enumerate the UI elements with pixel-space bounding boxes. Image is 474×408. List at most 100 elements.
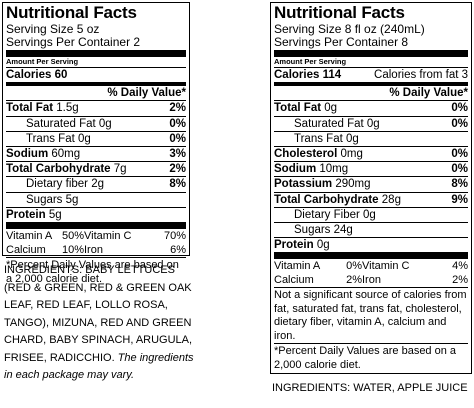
left-nutrition-label: Nutritional Facts Serving Size 5 oz Serv… <box>2 2 190 285</box>
nutrient-row: Protein 0g <box>274 237 468 252</box>
left-serving-size: Serving Size 5 oz <box>6 22 100 36</box>
nutrient-row: Total Fat 1.5g 2% <box>6 100 186 115</box>
nutrient-name-amount: Total Carbohydrate 7g <box>6 162 127 176</box>
nutrient-label: Saturated Fat <box>26 117 96 130</box>
nutrient-row: Dietary fiber 2g 8% <box>6 176 186 191</box>
nutrient-label: Saturated Fat <box>294 117 364 130</box>
vitamin-name: Vitamin A <box>6 230 53 243</box>
vitamin-row: Calcium 10% Iron 6% <box>6 243 186 257</box>
nutrient-row: Potassium 290mg 8% <box>274 176 468 191</box>
nutrient-daily-value: 0% <box>451 163 468 176</box>
nutrient-name-amount: Sodium 60mg <box>6 147 80 161</box>
nutrient-amount: 0g <box>98 117 112 130</box>
nutrient-label: Trans Fat <box>294 132 343 145</box>
vitamin-value: 50% <box>61 230 84 243</box>
nutrient-name-amount: Trans Fat 0g <box>274 132 359 146</box>
nutrient-daily-value: 0% <box>451 117 468 130</box>
nutrient-row: Sugars 24g <box>274 222 468 237</box>
nutrient-daily-value: 2% <box>169 163 186 176</box>
nutrient-name-amount: Total Carbohydrate 28g <box>274 193 401 207</box>
nutrient-amount: 10mg <box>319 163 349 176</box>
nutrient-name-amount: Sugars 24g <box>274 223 353 237</box>
vitamin-value: 10% <box>61 244 84 257</box>
nutrient-amount: 290mg <box>335 178 371 191</box>
nutrient-label: Dietary fiber <box>26 178 88 191</box>
left-medium-divider <box>6 82 186 87</box>
nutrient-amount: 0g <box>363 208 376 221</box>
left-footnote: *Percent Daily Values are based on a 2,0… <box>6 257 186 286</box>
nutrient-amount: 0g <box>366 117 380 130</box>
nutrient-label: Protein <box>6 208 46 221</box>
left-calories-row: Calories 60 <box>6 67 186 82</box>
right-ingredients: INGREDIENTS: WATER, APPLE JUICE <box>272 380 472 398</box>
nutrient-name-amount: Trans Fat 0g <box>6 132 91 146</box>
vitamin-name: Calcium <box>6 244 46 257</box>
nutrient-label: Dietary Fiber <box>294 208 360 221</box>
right-dv-header-text: % Daily Value* <box>389 87 468 100</box>
right-thick-divider-2 <box>274 252 468 260</box>
nutrient-row: Sugars 5g <box>6 191 186 207</box>
vitamin-name: Vitamin C <box>84 230 132 243</box>
right-calories: Calories 114 <box>274 69 342 81</box>
nutrient-amount: 0g <box>345 132 359 145</box>
right-nutrition-label: Nutritional Facts Serving Size 8 fl oz (… <box>270 2 472 374</box>
nutrient-daily-value: 8% <box>169 178 186 191</box>
nutrient-daily-value: 2% <box>169 102 186 115</box>
nutrient-name-amount: Saturated Fat 0g <box>6 117 112 131</box>
nutrient-amount: 5g <box>65 193 79 206</box>
nutrient-amount: 28g <box>381 193 401 206</box>
nutrient-daily-value: 0% <box>451 102 468 115</box>
nutrient-name-amount: Protein 0g <box>274 238 330 252</box>
nutrient-daily-value: 0% <box>169 132 186 145</box>
nutrient-label: Protein <box>274 239 314 252</box>
vitamin-name: Calcium <box>274 274 314 287</box>
nutrient-label: Total Carbohydrate <box>6 163 111 176</box>
nutrient-name-amount: Protein 5g <box>6 208 62 222</box>
right-calories-row: Calories 114 Calories from fat 3 <box>274 67 468 82</box>
nutrient-row: Total Carbohydrate 28g 9% <box>274 191 468 207</box>
left-ingredients-note: The ingredients in each package may vary… <box>4 351 194 382</box>
nutrient-row: Sodium 10mg 0% <box>274 161 468 176</box>
nutrient-label: Cholesterol <box>274 148 338 161</box>
nutrient-amount: 0g <box>316 239 330 252</box>
nutrient-row: Protein 5g <box>6 206 186 222</box>
right-serving-size: Serving Size 8 fl oz (240mL) <box>274 22 425 36</box>
left-thick-divider-2 <box>6 222 186 230</box>
left-calories: Calories 60 <box>6 69 68 81</box>
left-thick-divider <box>6 50 186 57</box>
right-label-title: Nutritional Facts <box>274 3 405 22</box>
nutrient-amount: 24g <box>333 224 353 237</box>
nutrient-amount: 5g <box>48 208 62 221</box>
nutrient-amount: 7g <box>113 163 127 176</box>
nutrient-name-amount: Potassium 290mg <box>274 177 371 191</box>
nutrient-amount: 2g <box>91 178 104 191</box>
nutrient-row: Dietary Fiber 0g <box>274 206 468 222</box>
nutrient-row: Total Fat 0g 0% <box>274 100 468 115</box>
vitamin-row: Vitamin A 0% Vitamin C 4% <box>274 259 468 273</box>
nutrient-label: Total Fat <box>274 102 322 115</box>
nutrient-name-amount: Total Fat 0g <box>274 101 337 115</box>
vitamin-value: 70% <box>163 230 186 243</box>
nutrient-amount: 0mg <box>340 148 363 161</box>
vitamin-value: 2% <box>346 274 362 287</box>
nutrient-label: Total Fat <box>6 102 54 115</box>
vitamin-value: 4% <box>452 260 468 273</box>
right-thick-divider <box>274 50 468 57</box>
nutrient-daily-value: 0% <box>169 117 186 130</box>
nutrient-label: Sodium <box>6 148 49 161</box>
nutrient-name-amount: Sugars 5g <box>6 193 78 207</box>
nutrient-name-amount: Total Fat 1.5g <box>6 101 79 115</box>
nutrient-label: Trans Fat <box>26 132 75 145</box>
nutrient-row: Sodium 60mg 3% <box>6 146 186 161</box>
nutrient-label: Total Carbohydrate <box>274 193 379 206</box>
nutrient-amount: 0g <box>77 132 91 145</box>
right-not-significant: Not a significant source of calories fro… <box>274 287 468 342</box>
nutrient-daily-value: 0% <box>451 148 468 161</box>
left-nutrient-rows: Total Fat 1.5g 2% Saturated Fat 0g 0% Trans … <box>6 100 186 222</box>
right-nutrient-rows: Total Fat 0g 0% Saturated Fat 0g 0% Trans Fa… <box>274 100 468 252</box>
right-footnote: *Percent Daily Values are based on a 2,0… <box>274 343 468 372</box>
right-amount-per-serving: Amount Per Serving <box>274 57 347 66</box>
nutrient-row: Trans Fat 0g <box>274 130 468 146</box>
left-label-title: Nutritional Facts <box>6 3 137 22</box>
right-servings-per-container: Servings Per Container 8 <box>274 35 409 49</box>
